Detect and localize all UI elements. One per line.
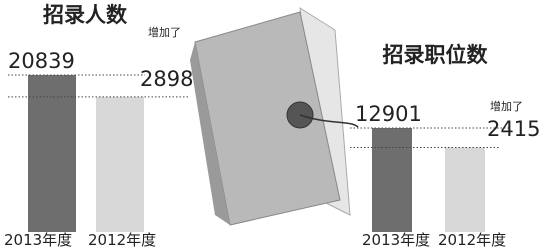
bar [28,75,76,232]
annotation-value: 2898 [140,67,193,91]
chart-title: 招录人数 [43,3,128,27]
category-label: 2012年度 [438,231,506,249]
infographic: 招录人数 2013年度 20839 2012年度 增加了 2898 招录职位数 2013年度 1… [0,0,542,249]
annotation-label: 增加了 [148,25,181,39]
bar [96,97,144,232]
annotation-value: 2415 [487,117,540,141]
value-label: 12901 [355,102,422,126]
annotation-label: 增加了 [490,99,523,113]
value-label: 20839 [8,49,75,73]
category-label: 2013年度 [362,231,430,249]
folder-illustration [190,8,358,225]
bar [372,128,412,232]
category-label: 2013年度 [4,231,72,249]
category-label: 2012年度 [88,231,156,249]
chart-title: 招录职位数 [383,43,489,67]
bar [445,147,485,232]
